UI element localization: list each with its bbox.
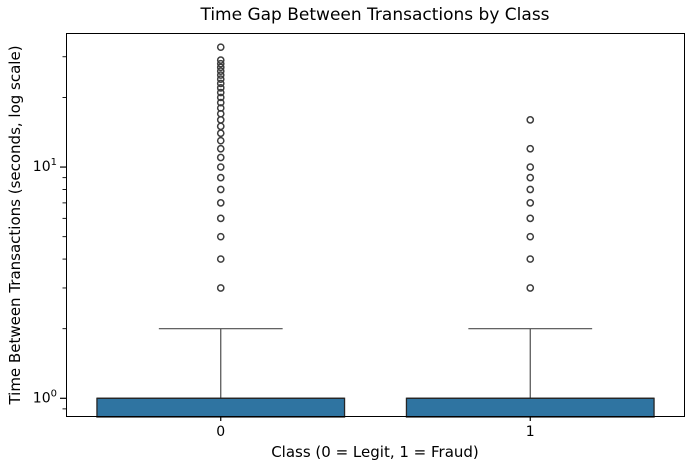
flier-point-class-0-legit [216, 88, 225, 97]
flier-point-class-0-legit [216, 284, 225, 292]
flier-point-class-0-legit [216, 136, 225, 145]
flier-point-class-1-fraud [526, 173, 535, 182]
flier-point-class-0-legit [216, 63, 225, 72]
x-tick-label-0: 0 [216, 424, 225, 440]
flier-point-class-0-legit [216, 185, 225, 194]
flier-point-class-1-fraud [526, 144, 535, 153]
flier-point-class-1-fraud [526, 232, 535, 241]
box-class-0-legit [96, 397, 346, 418]
flier-point-class-1-fraud [526, 284, 535, 292]
axes-frame [66, 33, 685, 417]
flier-point-class-1-fraud [526, 116, 535, 124]
flier-point-class-0-legit [216, 255, 225, 263]
flier-point-class-0-legit [216, 84, 225, 92]
flier-point-class-0-legit [216, 59, 225, 68]
flier-point-class-0-legit [216, 43, 225, 52]
y-tick-label: 101 [33, 157, 57, 175]
flier-point-class-1-fraud [526, 255, 535, 263]
chart-title: Time Gap Between Transactions by Class [200, 5, 550, 25]
y-tick-label: 100 [33, 388, 57, 406]
flier-point-class-0-legit [216, 75, 225, 83]
x-axis-label: Class (0 = Legit, 1 = Fraud) [271, 443, 479, 461]
flier-point-class-0-legit [216, 98, 225, 107]
flier-point-class-1-fraud [526, 185, 535, 194]
flier-point-class-0-legit [216, 71, 225, 79]
flier-point-class-0-legit [216, 153, 225, 162]
flier-point-class-1-fraud [526, 163, 535, 171]
flier-point-class-0-legit [216, 232, 225, 241]
flier-point-class-0-legit [216, 67, 225, 75]
flier-point-class-1-fraud [526, 199, 535, 207]
flier-point-class-0-legit [216, 199, 225, 207]
flier-point-class-0-legit [216, 122, 225, 131]
flier-point-class-0-legit [216, 163, 225, 171]
flier-point-class-0-legit [216, 93, 225, 102]
flier-point-class-0-legit [216, 214, 225, 223]
flier-point-class-0-legit [216, 79, 225, 88]
flier-point-class-0-legit [216, 129, 225, 138]
flier-point-class-0-legit [216, 104, 225, 112]
flier-point-class-0-legit [216, 144, 225, 153]
box-class-1-fraud [405, 397, 655, 418]
flier-point-class-1-fraud [526, 214, 535, 223]
x-tick-label-1: 1 [526, 424, 535, 440]
flier-point-class-0-legit [216, 116, 225, 124]
flier-point-class-0-legit [216, 56, 225, 64]
flier-point-class-0-legit [216, 173, 225, 182]
